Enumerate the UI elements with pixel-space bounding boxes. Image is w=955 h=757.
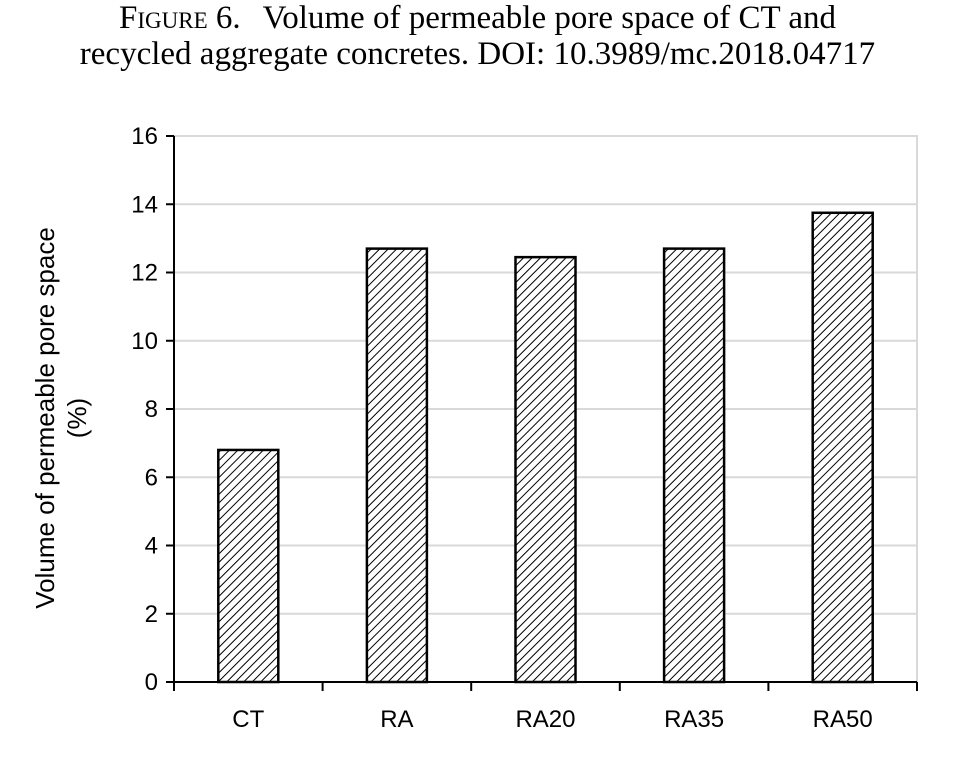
y-tick-label: 10 [131,328,158,355]
x-tick-label-ct: CT [232,706,264,733]
axes [166,135,918,691]
y-tick-label: 14 [131,191,158,218]
bars [217,211,874,684]
bar-ra [365,247,429,684]
bar-ra50 [811,211,874,684]
bar-ct [217,448,280,684]
y-tick-label: 16 [131,123,158,150]
bar-ra20 [514,255,577,684]
y-tick-label: 12 [131,260,158,287]
bar-ra35 [662,247,726,684]
caption-line-2: recycled aggregate concretes. DOI: 10.39… [79,36,876,72]
x-tick-label-ra35: RA35 [664,706,724,733]
y-tick-label: 2 [145,601,158,628]
caption-title-part-1: Volume of permeable pore space of CT and [262,0,836,36]
caption-figure-label: Figure 6. [119,0,241,36]
y-tick-label: 8 [145,396,158,423]
figure-caption: Figure 6. Volume of permeable pore space … [0,0,955,72]
x-tick-labels: CT RA RA20 RA35 RA50 [232,706,872,733]
y-tick-label: 0 [145,669,158,696]
caption-line-1: Figure 6. Volume of permeable pore space … [0,0,955,36]
x-tick-label-ra: RA [380,706,413,733]
y-axis-label-line-1: Volume of permeable pore space [30,227,60,609]
y-axis-label-line-2: (%) [62,398,92,438]
y-tick-label: 6 [145,464,158,491]
x-tick-label-ra20: RA20 [515,706,575,733]
x-tick-label-ra50: RA50 [813,706,873,733]
y-tick-labels: 0 2 4 6 8 10 12 14 16 [131,123,158,696]
y-tick-label: 4 [145,533,158,560]
